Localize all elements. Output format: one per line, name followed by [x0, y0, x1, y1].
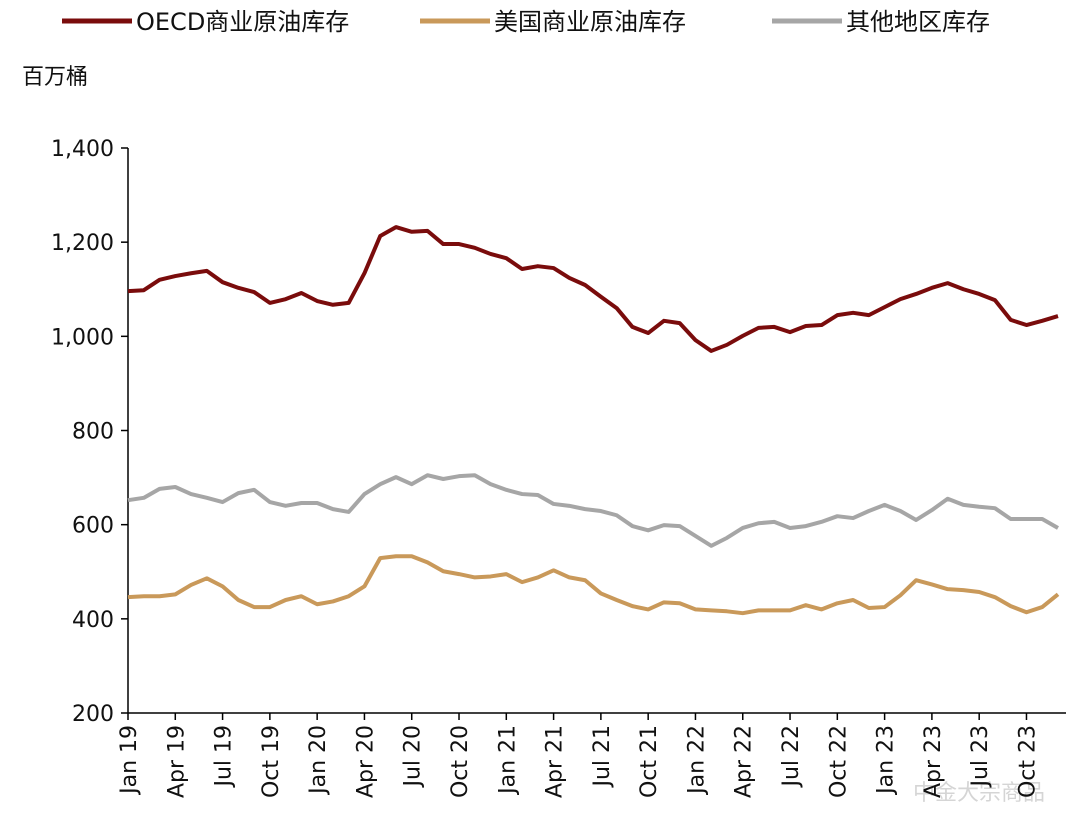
- y-tick-label: 800: [72, 420, 114, 445]
- x-tick-label: Jul 23: [968, 725, 993, 789]
- x-tick-label: Jan 23: [874, 725, 899, 796]
- x-tick-label: Apr 19: [164, 725, 189, 798]
- x-tick-label: Oct 20: [448, 725, 473, 798]
- y-tick-label: 1,400: [51, 137, 114, 162]
- y-tick-label: 600: [72, 514, 114, 539]
- x-tick-label: Jul 19: [212, 725, 237, 789]
- x-tick-label: Jul 22: [779, 725, 804, 789]
- series-line: [127, 554, 1060, 616]
- y-tick-label: 400: [72, 608, 114, 633]
- x-tick-label: Oct 22: [826, 725, 851, 798]
- x-tick-label: Jul 21: [590, 725, 615, 789]
- x-tick-label: Apr 22: [732, 725, 757, 798]
- x-tick-label: Jan 21: [495, 725, 520, 796]
- x-tick-label: Apr 23: [921, 725, 946, 798]
- x-tick-label: Apr 21: [543, 725, 568, 798]
- series-line: [127, 473, 1059, 548]
- x-tick-label: Oct 23: [1015, 725, 1040, 798]
- y-tick-label: 200: [72, 702, 114, 727]
- x-tick-label: Oct 19: [259, 725, 284, 798]
- y-tick-label: 1,200: [51, 231, 114, 256]
- y-axis-label: 百万桶: [22, 65, 88, 90]
- legend-label: 其他地区库存: [846, 8, 990, 36]
- x-tick-label: Jan 20: [306, 725, 331, 796]
- series-line: [127, 225, 1059, 353]
- legend-label: OECD商业原油库存: [136, 8, 349, 36]
- x-tick-label: Oct 21: [637, 725, 662, 798]
- x-tick-label: Jan 22: [684, 725, 709, 796]
- watermark: 中金大宗商品: [913, 781, 1045, 806]
- x-tick-label: Jan 19: [117, 725, 142, 796]
- legend-label: 美国商业原油库存: [494, 8, 686, 36]
- x-tick-label: Jul 20: [401, 725, 426, 789]
- y-tick-label: 1,000: [51, 325, 114, 350]
- x-tick-label: Apr 20: [353, 725, 378, 798]
